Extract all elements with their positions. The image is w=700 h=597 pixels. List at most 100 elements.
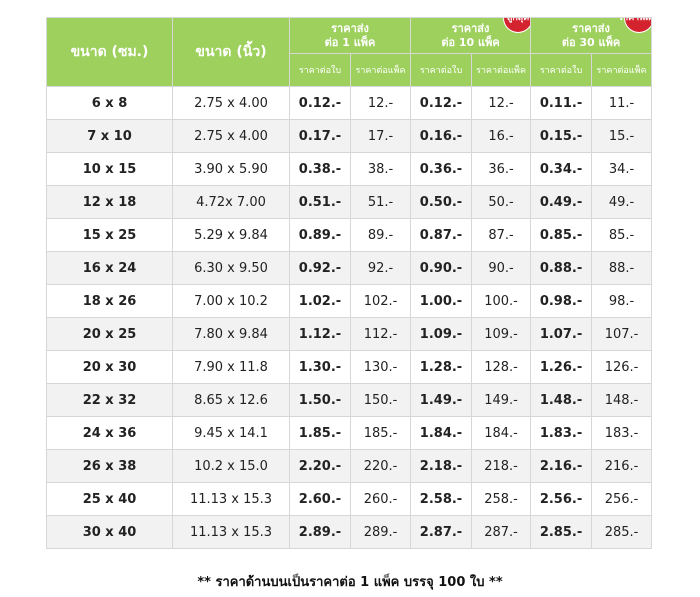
table-row: 10 x 15 3.90 x 5.90 0.38.- 38.- 0.36.- 36.- 0.… xyxy=(46,152,653,186)
table-row: 24 x 36 9.45 x 14.1 1.85.- 185.- 1.84.- 184.-… xyxy=(46,416,653,450)
unit-price-1-pack: 0.92.- xyxy=(289,251,351,285)
unit-price-10-pack: 0.50.- xyxy=(410,185,473,219)
header-pack-price: ราคาต่อแพ็ค xyxy=(591,53,653,87)
size-cm-cell: 15 x 25 xyxy=(46,218,173,252)
unit-price-10-pack: 1.28.- xyxy=(410,350,473,384)
pack-price-10-pack: 90.- xyxy=(471,251,532,285)
table-row: 20 x 25 7.80 x 9.84 1.12.- 112.- 1.09.- 109.-… xyxy=(46,317,653,351)
unit-price-30-pack: 2.16.- xyxy=(530,449,593,483)
unit-price-30-pack: 1.07.- xyxy=(530,317,593,351)
unit-price-1-pack: 2.89.- xyxy=(289,515,351,549)
size-cm-cell: 22 x 32 xyxy=(46,383,173,417)
pack-price-10-pack: 50.- xyxy=(471,185,532,219)
pack-price-10-pack: 149.- xyxy=(471,383,532,417)
unit-price-1-pack: 1.02.- xyxy=(289,284,351,318)
unit-price-10-pack: 1.09.- xyxy=(410,317,473,351)
size-cm-cell: 25 x 40 xyxy=(46,482,173,516)
size-inch-cell: 11.13 x 15.3 xyxy=(172,515,290,549)
unit-price-1-pack: 0.51.- xyxy=(289,185,351,219)
table-row: 26 x 38 10.2 x 15.0 2.20.- 220.- 2.18.- 218.-… xyxy=(46,449,653,483)
unit-price-1-pack: 0.17.- xyxy=(289,119,351,153)
size-cm-cell: 30 x 40 xyxy=(46,515,173,549)
price-table: ขนาด (ซม.) ขนาด (นิ้ว) ราคาส่ง ต่อ 1 แพ็… xyxy=(46,17,653,549)
group-label-line2: ต่อ 1 แพ็ค xyxy=(324,35,376,49)
pack-price-30-pack: 183.- xyxy=(591,416,653,450)
header-size-inch: ขนาด (นิ้ว) xyxy=(172,17,290,87)
size-cm-cell: 26 x 38 xyxy=(46,449,173,483)
pack-price-10-pack: 287.- xyxy=(471,515,532,549)
header-pack-price: ราคาต่อแพ็ค xyxy=(349,53,412,87)
table-row: 12 x 18 4.72x 7.00 0.51.- 51.- 0.50.- 50.- 0.4… xyxy=(46,185,653,219)
unit-price-10-pack: 0.16.- xyxy=(410,119,473,153)
header-group-30-pack: ราคาส่ง ต่อ 30 แพ็ค ราคาพิเศษ xyxy=(530,17,653,54)
pack-price-10-pack: 36.- xyxy=(471,152,532,186)
header-group-1-pack: ราคาส่ง ต่อ 1 แพ็ค xyxy=(288,17,412,54)
unit-price-30-pack: 0.49.- xyxy=(530,185,593,219)
pack-price-10-pack: 12.- xyxy=(471,86,532,120)
pack-price-1-pack: 220.- xyxy=(349,449,412,483)
group-label-line1: ราคาส่ง xyxy=(572,21,610,35)
pack-price-30-pack: 285.- xyxy=(591,515,653,549)
unit-price-30-pack: 0.85.- xyxy=(530,218,593,252)
size-inch-cell: 7.80 x 9.84 xyxy=(172,317,290,351)
cheapest-badge: ถูกสุด xyxy=(504,18,530,32)
size-inch-cell: 2.75 x 4.00 xyxy=(172,86,290,120)
group-label-line2: ต่อ 30 แพ็ค xyxy=(561,35,621,49)
pack-price-1-pack: 150.- xyxy=(349,383,412,417)
pack-price-30-pack: 126.- xyxy=(591,350,653,384)
size-cm-cell: 6 x 8 xyxy=(46,86,173,120)
unit-price-10-pack: 2.58.- xyxy=(410,482,473,516)
group-label-line1: ราคาส่ง xyxy=(451,21,490,35)
unit-price-30-pack: 2.56.- xyxy=(530,482,593,516)
unit-price-10-pack: 0.12.- xyxy=(410,86,473,120)
pack-price-10-pack: 109.- xyxy=(471,317,532,351)
size-inch-cell: 7.90 x 11.8 xyxy=(172,350,290,384)
size-inch-cell: 2.75 x 4.00 xyxy=(172,119,290,153)
unit-price-1-pack: 1.50.- xyxy=(289,383,351,417)
header-group-10-pack: ราคาส่ง ต่อ 10 แพ็ค ถูกสุด xyxy=(410,17,532,54)
pack-price-1-pack: 260.- xyxy=(349,482,412,516)
unit-price-1-pack: 2.20.- xyxy=(289,449,351,483)
size-cm-cell: 20 x 25 xyxy=(46,317,173,351)
footer-note: ** ราคาด้านบนเป็นราคาต่อ 1 แพ็ค บรรจุ 10… xyxy=(197,575,503,590)
unit-price-10-pack: 2.18.- xyxy=(410,449,473,483)
header-unit-price: ราคาต่อใบ xyxy=(530,53,593,87)
pack-price-30-pack: 148.- xyxy=(591,383,653,417)
unit-price-1-pack: 0.89.- xyxy=(289,218,351,252)
pack-price-10-pack: 184.- xyxy=(471,416,532,450)
unit-price-1-pack: 1.85.- xyxy=(289,416,351,450)
unit-price-30-pack: 1.83.- xyxy=(530,416,593,450)
size-inch-cell: 7.00 x 10.2 xyxy=(172,284,290,318)
pack-price-30-pack: 98.- xyxy=(591,284,653,318)
unit-price-1-pack: 0.38.- xyxy=(289,152,351,186)
size-cm-cell: 12 x 18 xyxy=(46,185,173,219)
pack-price-10-pack: 16.- xyxy=(471,119,532,153)
pack-price-30-pack: 216.- xyxy=(591,449,653,483)
pack-price-1-pack: 102.- xyxy=(349,284,412,318)
size-inch-cell: 11.13 x 15.3 xyxy=(172,482,290,516)
table-row: 25 x 40 11.13 x 15.3 2.60.- 260.- 2.58.- 258.… xyxy=(46,482,653,516)
table-row: 15 x 25 5.29 x 9.84 0.89.- 89.- 0.87.- 87.- 0.… xyxy=(46,218,653,252)
pack-price-1-pack: 51.- xyxy=(349,185,412,219)
unit-price-30-pack: 0.88.- xyxy=(530,251,593,285)
table-row: 22 x 32 8.65 x 12.6 1.50.- 150.- 1.49.- 149.-… xyxy=(46,383,653,417)
size-cm-cell: 18 x 26 xyxy=(46,284,173,318)
header-unit-price: ราคาต่อใบ xyxy=(289,53,351,87)
unit-price-10-pack: 1.49.- xyxy=(410,383,473,417)
unit-price-1-pack: 1.30.- xyxy=(289,350,351,384)
unit-price-30-pack: 0.15.- xyxy=(530,119,593,153)
unit-price-10-pack: 0.87.- xyxy=(410,218,473,252)
table-row: 7 x 10 2.75 x 4.00 0.17.- 17.- 0.16.- 16.- 0.1… xyxy=(46,119,653,153)
size-inch-cell: 5.29 x 9.84 xyxy=(172,218,290,252)
pack-price-1-pack: 92.- xyxy=(349,251,412,285)
unit-price-30-pack: 0.98.- xyxy=(530,284,593,318)
pack-price-30-pack: 88.- xyxy=(591,251,653,285)
size-inch-cell: 3.90 x 5.90 xyxy=(172,152,290,186)
pack-price-1-pack: 185.- xyxy=(349,416,412,450)
table-row: 18 x 26 7.00 x 10.2 1.02.- 102.- 1.00.- 100.-… xyxy=(46,284,653,318)
table-row: 30 x 40 11.13 x 15.3 2.89.- 289.- 2.87.- 287.… xyxy=(46,515,653,549)
pack-price-30-pack: 15.- xyxy=(591,119,653,153)
pack-price-1-pack: 38.- xyxy=(349,152,412,186)
pack-price-1-pack: 289.- xyxy=(349,515,412,549)
unit-price-30-pack: 1.26.- xyxy=(530,350,593,384)
